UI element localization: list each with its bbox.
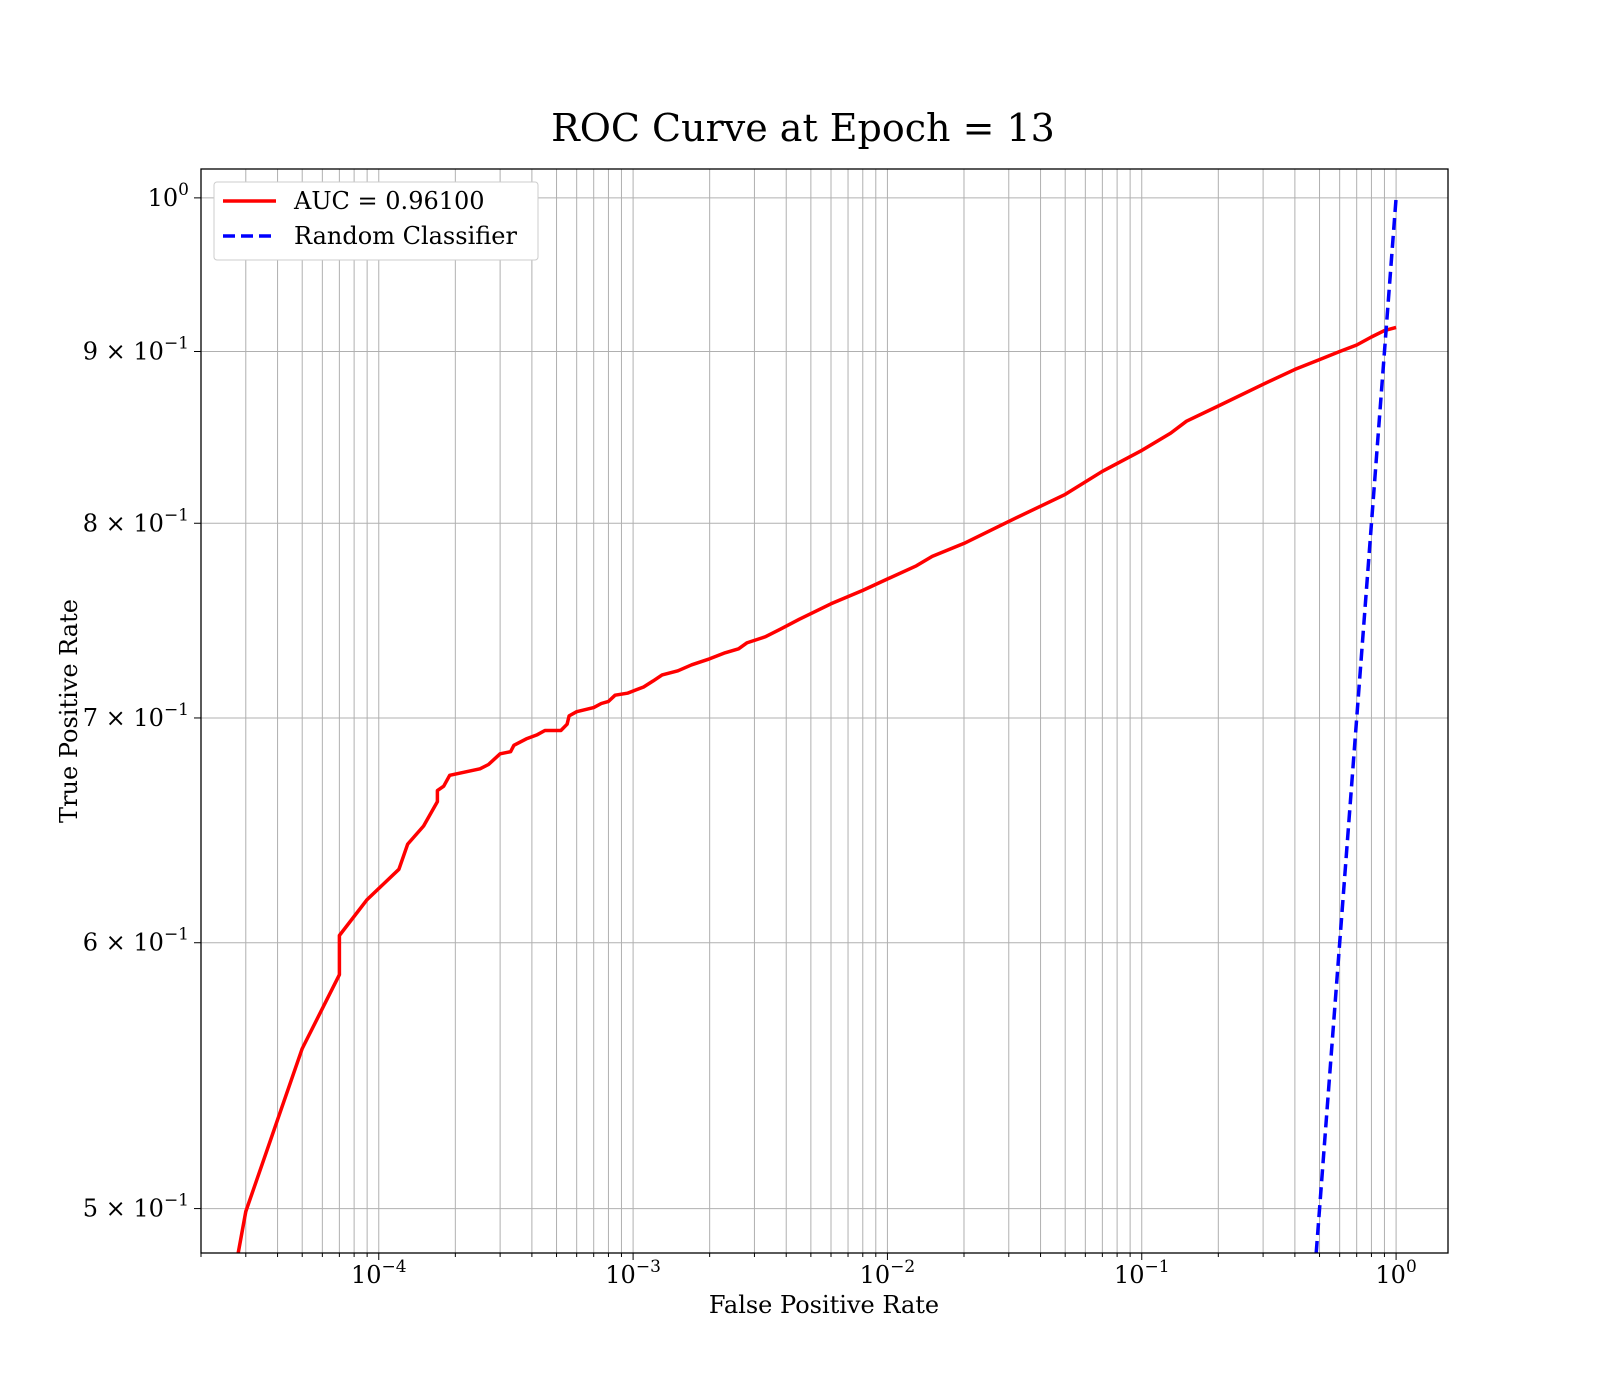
- x-tick-label: 10−2: [860, 1257, 916, 1289]
- y-axis-label: True Positive Rate: [55, 599, 83, 823]
- grid: [200, 169, 1448, 1253]
- legend-label-auc: AUC = 0.96100: [293, 187, 485, 215]
- x-axis-label: False Positive Rate: [709, 1291, 939, 1319]
- plot-frame: [200, 168, 1449, 1254]
- legend: AUC = 0.96100 Random Classifier: [213, 181, 539, 261]
- y-tick-label: 5 × 10−1: [83, 1191, 189, 1223]
- y-tick-label: 6 × 10−1: [83, 925, 189, 957]
- chart-title: ROC Curve at Epoch = 13: [551, 106, 1055, 150]
- plot-lines: [236, 197, 1398, 1254]
- y-tick-label: 9 × 10−1: [83, 334, 189, 366]
- x-tick-label: 100: [1375, 1257, 1416, 1289]
- y-tick-label: 7 × 10−1: [83, 700, 189, 732]
- x-tick-label: 10−1: [1114, 1257, 1170, 1289]
- y-ticks: 5 × 10−1 6 × 10−1 7 × 10−1 8 × 10−1 9 × 10−1…: [83, 180, 201, 1223]
- y-tick-label: 100: [148, 180, 189, 212]
- y-tick-label: 8 × 10−1: [83, 505, 189, 537]
- legend-box: [213, 181, 539, 261]
- x-ticks: 10−4 10−3 10−2 10−1 100: [200, 1253, 1417, 1289]
- random-classifier-line: [1314, 197, 1398, 1254]
- x-tick-label: 10−4: [351, 1257, 407, 1289]
- x-tick-label: 10−3: [605, 1257, 661, 1289]
- legend-label-random: Random Classifier: [294, 222, 517, 250]
- roc-curve-line: [236, 325, 1397, 1254]
